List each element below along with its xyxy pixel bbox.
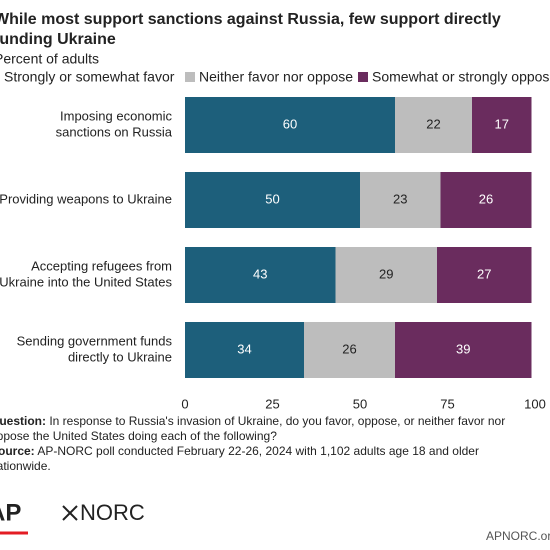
source-text: AP-NORC poll conducted February 22-26, 2… [0,444,479,473]
category-label: sanctions on Russia [56,124,173,139]
value-label: 22 [426,116,440,131]
value-label: 27 [477,266,491,281]
category-label: Sending government funds [17,333,173,348]
chart-subtitle: Percent of adults [0,51,99,67]
category-label: Accepting refugees from [31,258,172,273]
x-tick-label: 100 [524,396,546,411]
logo-icon [0,505,78,535]
value-label: 26 [479,191,493,206]
legend-swatch [358,72,368,82]
bar-segment [304,322,395,378]
bar-segment [185,172,360,228]
category-label: directly to Ukraine [68,349,172,364]
category-label: Providing weapons to Ukraine [0,191,172,206]
x-tick-label: 75 [440,396,454,411]
source-label: Source: [0,444,35,458]
x-tick-label: 25 [265,396,279,411]
value-label: 50 [265,191,279,206]
value-label: 34 [237,341,251,356]
notes: Question: In response to Russia's invasi… [0,414,535,474]
x-tick-label: 50 [353,396,367,411]
legend-label: Somewhat or strongly oppose [372,69,550,85]
bar-segment [335,247,437,303]
legend-label: Neither favor nor oppose [199,69,353,85]
category-label: Imposing economic [60,108,172,123]
category-label: Ukraine into the United States [0,274,172,289]
question-label: Question: [0,414,46,428]
value-label: 43 [253,266,267,281]
value-label: 23 [393,191,407,206]
bar-segment [395,97,472,153]
value-label: 17 [495,116,509,131]
logo-ap: AP [0,499,21,526]
legend-label: Strongly or somewhat favor [4,69,175,85]
value-label: 26 [342,341,356,356]
bar-segment [185,97,395,153]
bar-segment [437,247,532,303]
bar-segment [185,322,304,378]
bar-segment [395,322,532,378]
source-note: Source: AP-NORC poll conducted February … [0,444,535,474]
question-text: In response to Russia's invasion of Ukra… [0,414,506,443]
bar-segment [472,97,532,153]
chart-title: While most support sanctions against Rus… [0,11,501,48]
x-tick-label: 0 [181,396,188,411]
value-label: 29 [379,266,393,281]
question-note: Question: In response to Russia's invasi… [0,414,535,444]
website: APNORC.org [486,529,550,543]
bar-segment [185,247,336,303]
value-label: 60 [283,116,297,131]
value-label: 39 [456,341,470,356]
logo-norc: NORC [80,500,145,525]
bar-segment [440,172,532,228]
bar-segment [360,172,441,228]
legend-swatch [185,72,195,82]
